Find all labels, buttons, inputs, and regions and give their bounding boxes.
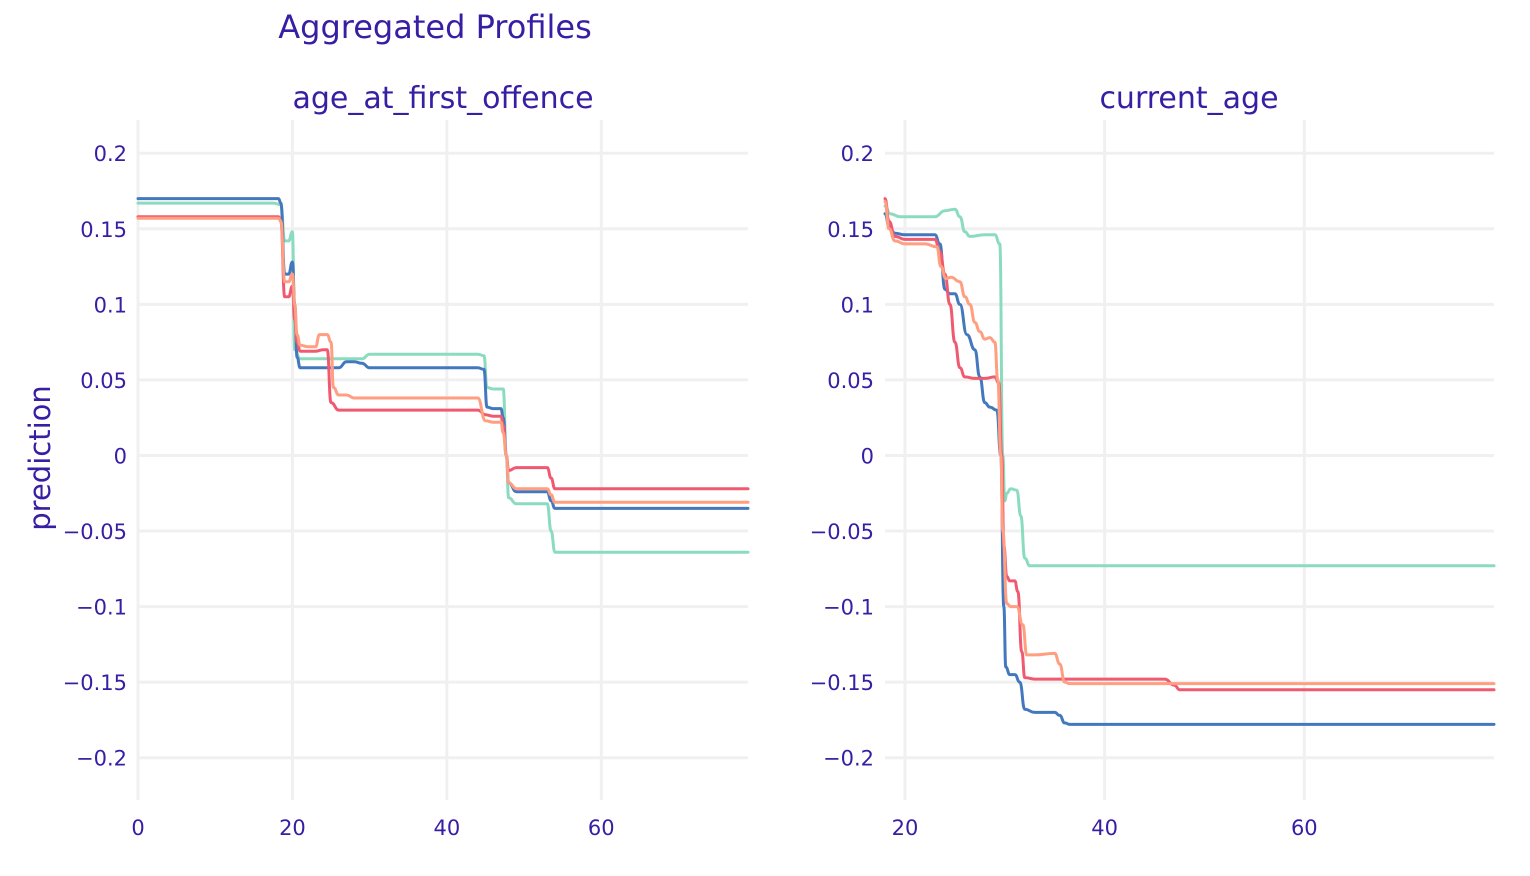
chart-title: Aggregated Profiles	[278, 8, 591, 46]
x-tick-label: 40	[1091, 816, 1118, 840]
y-tick-label: 0.15	[827, 218, 874, 242]
series-line-0-2	[136, 215, 750, 491]
y-tick-label: 0.15	[80, 218, 127, 242]
x-tick-label: 0	[131, 816, 144, 840]
y-tick-label: 0.1	[841, 293, 874, 317]
y-tick-label: 0	[861, 444, 874, 468]
panel-1: current_age 0.2 0.15 0.1 0.05 0 −0.05 −0.1 −0.15…	[810, 81, 1496, 840]
panel-0: age_at_first_offence 0.2 0.15 0.1 0.05 0 −0.05…	[63, 81, 750, 840]
series-line-0-1	[136, 197, 750, 510]
y-tick-label: −0.1	[76, 596, 127, 620]
x-tick-label: 40	[433, 816, 460, 840]
y-tick-label: 0.05	[80, 369, 127, 393]
panel-subtitle: current_age	[1099, 81, 1278, 116]
y-tick-label: −0.15	[63, 671, 127, 695]
y-tick-label: −0.1	[823, 596, 874, 620]
y-tick-label: 0.1	[94, 293, 127, 317]
x-tick-label: 60	[1291, 816, 1318, 840]
y-tick-label: 0	[114, 444, 127, 468]
series-line-1-1	[883, 212, 1496, 726]
panel-subtitle: age_at_first_offence	[292, 81, 593, 116]
y-tick-label: −0.2	[823, 747, 874, 771]
y-tick-label: −0.15	[810, 671, 874, 695]
y-tick-label: −0.05	[810, 520, 874, 544]
series-line-0-0	[136, 201, 750, 554]
x-tick-label: 20	[279, 816, 306, 840]
y-tick-label: 0.05	[827, 369, 874, 393]
y-tick-label: 0.2	[841, 142, 874, 166]
series-line-1-0	[883, 204, 1496, 568]
y-axis-label: prediction	[23, 385, 57, 531]
series-line-1-2	[883, 197, 1496, 692]
y-tick-label: −0.2	[76, 747, 127, 771]
y-tick-label: 0.2	[94, 142, 127, 166]
panels: age_at_first_offence 0.2 0.15 0.1 0.05 0 −0.05…	[63, 81, 1496, 840]
x-tick-label: 60	[588, 816, 615, 840]
x-tick-label: 20	[892, 816, 919, 840]
series-line-0-3	[136, 216, 750, 504]
y-tick-label: −0.05	[63, 520, 127, 544]
series-line-1-3	[883, 200, 1496, 686]
